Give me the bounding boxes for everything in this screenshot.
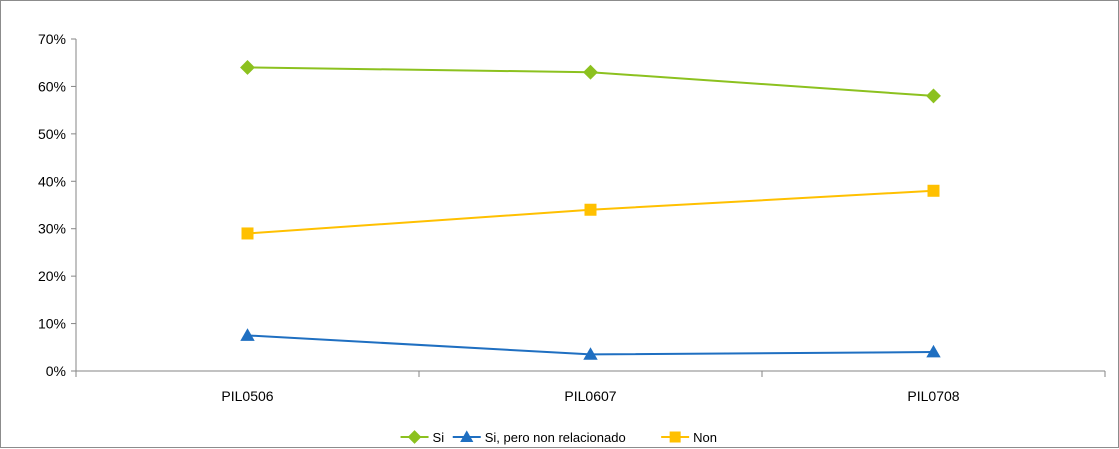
legend-marker-si	[407, 430, 422, 444]
data-point-non	[584, 203, 597, 216]
y-ticks: 0% 10% 20% 30% 40% 50% 60% 70%	[38, 31, 76, 379]
series-layer	[240, 60, 941, 360]
legend-marker-si-pero-non-relacionado	[460, 430, 474, 442]
x-tick-label: PIL0506	[221, 388, 273, 404]
x-tick-label: PIL0607	[564, 388, 616, 404]
data-point-non	[927, 184, 940, 197]
legend-label-si: Si	[433, 430, 445, 445]
data-point-si	[926, 88, 941, 104]
legend-label-si-pero-non-relacionado: Si, pero non relacionado	[485, 430, 626, 445]
x-ticks: PIL0506 PIL0607 PIL0708	[75, 371, 1106, 404]
data-point-si	[583, 64, 598, 80]
y-tick-label: 0%	[46, 363, 66, 379]
data-point-si-pero-non-relacionado	[583, 347, 598, 360]
y-tick-label: 50%	[38, 126, 66, 142]
legend: Si Si, pero non relacionado Non	[400, 430, 717, 445]
y-tick-label: 10%	[38, 316, 66, 332]
data-point-si-pero-non-relacionado	[926, 344, 941, 358]
y-tick-label: 30%	[38, 221, 66, 237]
y-tick-label: 40%	[38, 173, 66, 189]
legend-marker-non	[669, 431, 681, 443]
data-point-si-pero-non-relacionado	[240, 328, 255, 341]
axes	[75, 39, 1105, 372]
y-tick-label: 20%	[38, 268, 66, 284]
y-tick-label: 70%	[38, 31, 66, 47]
data-point-non	[241, 227, 254, 240]
data-point-si	[240, 60, 255, 75]
y-tick-label: 60%	[38, 78, 66, 94]
legend-label-non: Non	[693, 430, 717, 445]
x-tick-label: PIL0708	[907, 388, 959, 404]
